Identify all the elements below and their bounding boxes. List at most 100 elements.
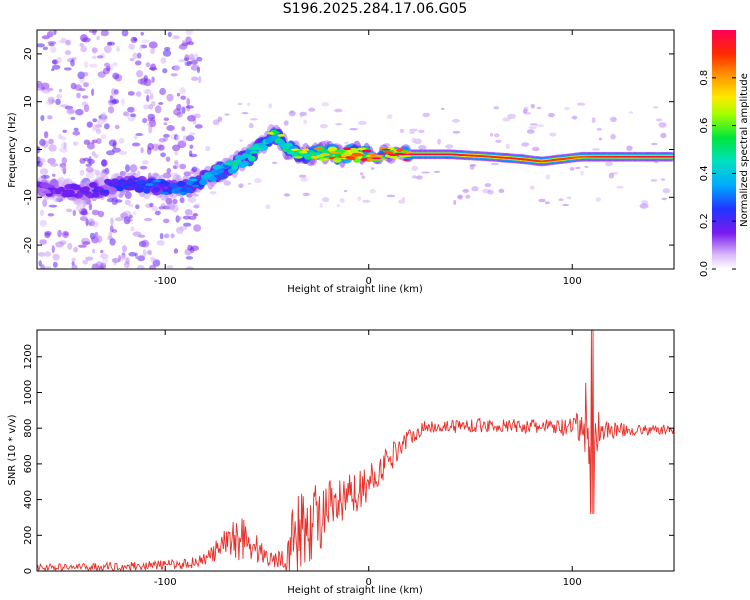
spectrogram-noise-blob	[562, 203, 570, 207]
spectrogram-noise-blob	[40, 115, 45, 121]
spectrogram-noise-blob	[56, 94, 62, 99]
spectrogram-noise-blob	[61, 157, 67, 165]
spectrogram-noise-blob	[566, 196, 572, 200]
spectrogram-noise-blob	[246, 102, 251, 107]
spectrogram-noise-blob	[194, 113, 201, 119]
spectrogram-ridge-cell	[402, 159, 410, 161]
spectrogram-noise-blob	[92, 118, 98, 123]
y-tick-label: -10	[23, 189, 34, 205]
spectrogram-noise-blob	[190, 245, 199, 251]
spectrogram-ridge-cell	[91, 189, 100, 193]
spectrogram-noise-blob	[75, 204, 84, 212]
spectrogram-noise-blob	[102, 256, 108, 265]
spectrogram-noise-blob	[108, 139, 117, 147]
spectrogram-noise-blob	[127, 106, 135, 113]
spectrogram-noise-blob	[163, 133, 170, 138]
spectrogram-y-label: Frequency (Hz)	[7, 112, 18, 188]
spectrogram-noise-blob	[128, 204, 134, 208]
y-tick-label: 600	[23, 454, 34, 473]
spectrogram-noise-blob	[576, 102, 586, 106]
spectrogram-noise-blob	[452, 130, 461, 134]
spectrogram-noise-blob	[650, 178, 658, 182]
spectrogram-noise-blob	[179, 197, 185, 204]
spectrogram-noise-blob	[163, 218, 170, 224]
spectrogram-noise-blob	[130, 226, 135, 232]
spectrogram-noise-blob	[85, 163, 92, 167]
spectrogram-ridge-cell	[200, 174, 211, 178]
spectrogram-noise-blob	[42, 46, 49, 51]
spectrogram-noise-blob	[571, 115, 578, 120]
spectrogram-ridge-cell	[189, 178, 198, 182]
spectrogram-noise-blob	[398, 199, 406, 204]
spectrogram-noise-blob	[91, 221, 99, 228]
spectrogram-noise-blob	[41, 88, 51, 94]
spectrogram-noise-blob	[626, 145, 633, 151]
spectrogram-noise-blob	[159, 232, 164, 240]
spectrogram-noise-blob	[362, 199, 371, 203]
spectrogram-ridge-cell	[371, 157, 382, 160]
spectrogram-ridge-cell	[216, 168, 224, 175]
spectrogram-noise-blob	[146, 250, 151, 255]
spectrogram-ridge-cell	[123, 183, 131, 187]
spectrogram-noise-blob	[47, 158, 56, 164]
y-tick-label: 0	[23, 568, 34, 574]
spectrogram-noise-blob	[160, 203, 166, 208]
spectrogram-noise-blob	[128, 252, 137, 257]
spectrogram-noise-blob	[52, 261, 58, 268]
spectrogram-noise-blob	[248, 123, 254, 129]
spectrogram-noise-blob	[223, 180, 231, 186]
spectrogram-noise-blob	[437, 138, 441, 145]
spectrogram-noise-blob	[42, 199, 48, 207]
spectrogram-noise-blob	[411, 165, 418, 172]
spectrogram-ridge-cell	[145, 183, 154, 187]
spectrogram-noise-blob	[502, 117, 511, 122]
spectrogram-noise-blob	[40, 158, 46, 163]
spectrogram-ridge-cell	[223, 162, 232, 166]
spectrogram-noise-blob	[67, 242, 73, 250]
colorbar: 0.0 0.2 0.4 0.6 0.8 Normalized spectral ampl…	[699, 30, 750, 277]
colorbar-gradient	[712, 30, 736, 269]
spectrogram-ridge-cell	[252, 145, 261, 148]
spectrogram-noise-blob	[172, 35, 180, 40]
spectrogram-noise-blob	[247, 182, 252, 185]
spectrogram-noise-blob	[81, 208, 88, 216]
spectrogram-noise-blob	[360, 172, 364, 176]
spectrogram-ridge-cell	[170, 182, 178, 189]
spectrogram-noise-blob	[191, 76, 199, 81]
spectrogram-ridge-cell	[176, 180, 186, 187]
spectrogram-noise-blob	[83, 61, 89, 69]
spectrogram-noise-blob	[321, 102, 330, 107]
spectrogram-noise-blob	[528, 126, 537, 130]
spectrogram-noise-blob	[101, 159, 108, 167]
spectrogram-ridge-cell	[47, 187, 57, 191]
spectrogram-noise-blob	[91, 47, 98, 54]
spectrogram-noise-blob	[73, 127, 79, 132]
spectrogram-ridge-cell	[272, 131, 280, 134]
spectrogram-noise-blob	[149, 119, 156, 128]
spectrogram-noise-blob	[157, 144, 165, 151]
spectrogram-ridge-cell	[199, 179, 208, 186]
spectrogram-noise-blob	[135, 204, 140, 210]
spectrogram-noise-blob	[198, 76, 202, 84]
spectrogram-noise-blob	[137, 264, 145, 269]
spectrogram-noise-blob	[185, 41, 189, 46]
spectrogram-noise-blob	[302, 192, 310, 197]
spectrogram-noise-blob	[163, 117, 170, 121]
spectrogram-noise-blob	[39, 209, 45, 217]
spectrogram-noise-blob	[57, 40, 67, 43]
spectrogram-noise-blob	[114, 89, 119, 95]
spectrogram-noise-blob	[142, 160, 149, 165]
spectrogram-noise-blob	[610, 133, 616, 140]
spectrogram-noise-blob	[162, 172, 172, 179]
spectrogram-noise-blob	[271, 161, 278, 165]
spectrogram-noise-blob	[170, 73, 178, 77]
spectrogram-noise-blob	[100, 30, 109, 37]
spectrogram-noise-blob	[343, 190, 348, 193]
spectrogram-noise-blob	[122, 245, 127, 253]
spectrogram-noise-blob	[163, 122, 168, 126]
spectrogram-noise-blob	[344, 141, 349, 144]
spectrogram-noise-blob	[176, 134, 181, 143]
spectrogram-noise-blob	[194, 124, 203, 129]
spectrogram-noise-blob	[63, 232, 69, 236]
spectrogram-noise-blob	[58, 88, 63, 93]
